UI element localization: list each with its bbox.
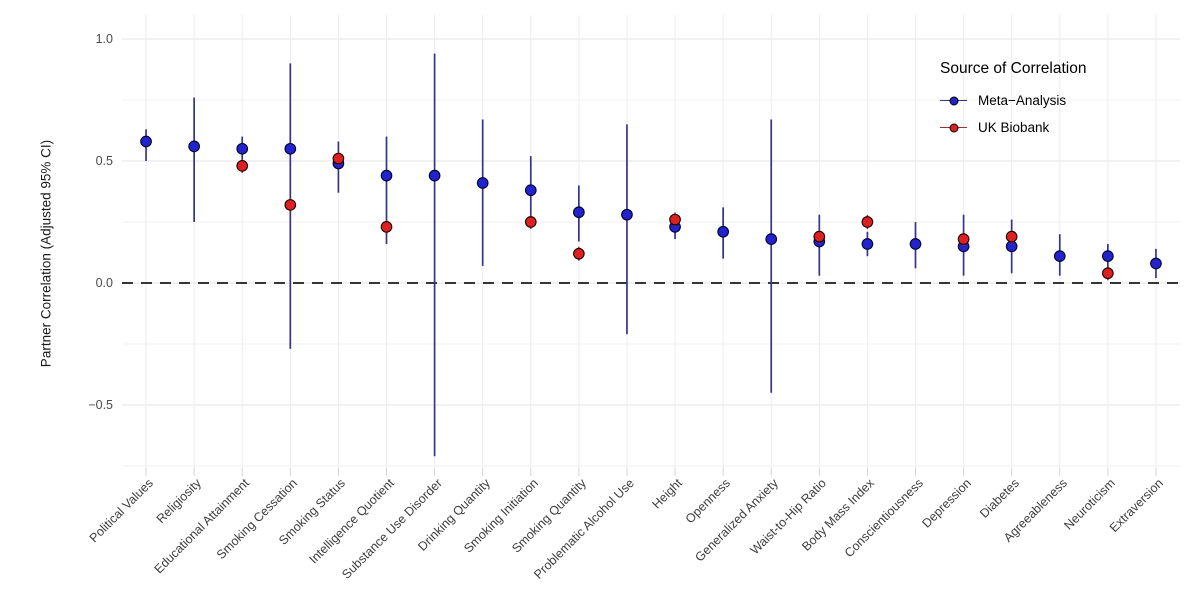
meta-point (909, 238, 922, 250)
ukb-point (1102, 267, 1114, 280)
meta-point (1102, 250, 1114, 263)
x-tick-label: Educational Attainment (151, 476, 253, 577)
meta-point (861, 238, 874, 250)
meta-point (140, 135, 152, 148)
ukb-point (669, 213, 681, 226)
ukb-point (861, 216, 874, 228)
x-tick-label: Height (649, 476, 685, 512)
meta-point (524, 184, 537, 197)
ukb-point (813, 230, 826, 243)
ukb-point (524, 216, 537, 228)
legend: Source of Correlation Meta−Analysis UK B… (940, 60, 1086, 141)
meta-point (621, 208, 633, 221)
ukb-point (284, 199, 297, 211)
meta-point (236, 142, 249, 155)
meta-point (1150, 257, 1162, 270)
x-tick-label: Openness (682, 476, 734, 527)
meta-point (188, 140, 200, 153)
meta-point (765, 233, 778, 245)
meta-point (428, 169, 441, 182)
ukb-point (1005, 230, 1018, 243)
meta-point (284, 142, 297, 155)
x-tick-label: Depression (918, 476, 974, 531)
meta-point (573, 206, 585, 219)
legend-label-uk-biobank: UK Biobank (978, 120, 1050, 135)
x-tick-label: Generalized Anxiety (692, 476, 782, 565)
ukb-point (332, 152, 345, 165)
uk-biobank-key-icon (940, 119, 967, 137)
meta-point (1053, 250, 1066, 263)
y-tick-label: 0.5 (95, 154, 113, 168)
y-tick-label: −0.5 (88, 398, 113, 412)
meta-point (380, 169, 393, 182)
plot-canvas (122, 15, 1180, 476)
meta-point (717, 225, 729, 238)
ukb-point (957, 233, 970, 245)
x-tick-label: Problematic Alcohol Use (531, 476, 637, 582)
legend-item-uk-biobank: UK Biobank (940, 114, 1086, 141)
plot-panel (122, 15, 1180, 476)
y-axis-tick-labels: 1.0 0.5 0.0 −0.5 (0, 0, 113, 601)
legend-item-meta-analysis: Meta−Analysis (940, 87, 1086, 114)
x-tick-label: Intelligence Quotient (305, 476, 397, 567)
x-tick-label: Diabetes (976, 476, 1022, 521)
y-tick-label: 1.0 (95, 32, 113, 46)
x-tick-label: Smoking Cessation (214, 476, 301, 563)
y-tick-label: 0.0 (95, 276, 113, 290)
ukb-point (573, 247, 585, 260)
meta-analysis-key-icon (940, 92, 967, 110)
x-tick-label: Religiosity (153, 476, 205, 527)
legend-label-meta-analysis: Meta−Analysis (978, 93, 1067, 108)
ukb-point (236, 160, 249, 172)
ukb-point (380, 221, 393, 233)
meta-point (476, 177, 489, 189)
legend-title: Source of Correlation (940, 60, 1087, 77)
